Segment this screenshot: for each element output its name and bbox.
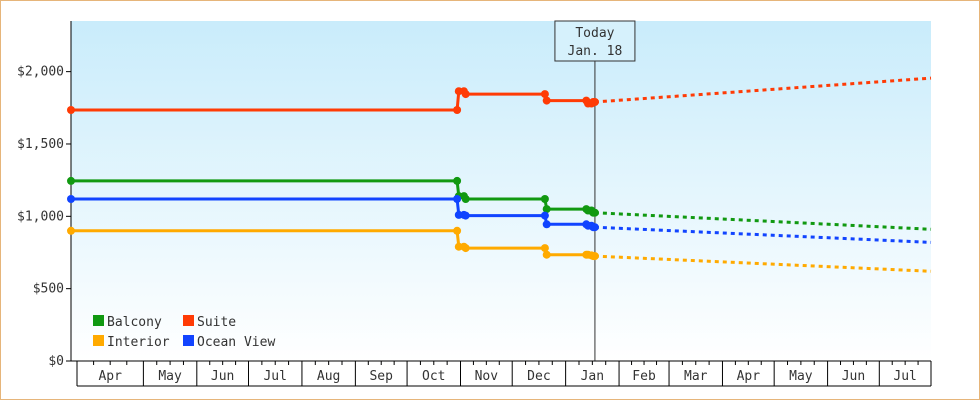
y-tick-label: $500 xyxy=(33,282,64,297)
data-point[interactable] xyxy=(461,90,470,99)
legend-swatch xyxy=(183,335,194,346)
legend-swatch xyxy=(183,315,194,326)
data-point[interactable] xyxy=(542,220,551,229)
x-month-label: Jun xyxy=(842,369,865,384)
legend-swatch xyxy=(93,315,104,326)
forecast-line-suite xyxy=(594,76,932,104)
data-point[interactable] xyxy=(453,176,462,185)
series-ocean-view xyxy=(67,195,932,244)
series-layer xyxy=(67,76,932,273)
legend-swatch xyxy=(93,335,104,346)
y-tick-label: $2,000 xyxy=(17,65,64,80)
today-date-label: Jan. 18 xyxy=(568,44,623,59)
forecast-line-balcony xyxy=(594,211,932,231)
data-point[interactable] xyxy=(590,98,599,106)
data-point[interactable] xyxy=(67,226,75,235)
x-month-label: May xyxy=(789,369,813,384)
data-point[interactable] xyxy=(540,211,549,220)
axes: $0 $500 $1,000 $1,500 $2,000 Apr May Jun Jul Aug S… xyxy=(17,21,932,387)
data-point[interactable] xyxy=(67,106,75,114)
data-point[interactable] xyxy=(67,176,75,185)
legend: Balcony Suite Interior Ocean View xyxy=(93,315,275,350)
x-month-label: May xyxy=(158,369,182,384)
series-interior xyxy=(67,226,932,273)
data-point[interactable] xyxy=(542,96,551,105)
data-point[interactable] xyxy=(461,244,470,253)
today-label: Today xyxy=(575,26,614,41)
data-point[interactable] xyxy=(461,211,470,220)
y-tick-label: $1,500 xyxy=(17,137,64,152)
forecast-line-interior xyxy=(594,254,932,273)
data-point[interactable] xyxy=(542,250,551,259)
legend-label: Suite xyxy=(197,315,236,330)
x-month-label: Apr xyxy=(98,369,122,384)
x-month-label: Mar xyxy=(684,369,708,384)
x-month-label: Jun xyxy=(211,369,234,384)
data-point[interactable] xyxy=(590,252,599,261)
x-month-label: Dec xyxy=(527,369,550,384)
today-box xyxy=(554,20,636,62)
x-month-label: Feb xyxy=(632,369,656,384)
series-balcony xyxy=(67,176,932,231)
series-suite xyxy=(67,76,932,114)
x-month-label: Jul xyxy=(893,369,916,384)
data-point[interactable] xyxy=(540,195,549,203)
data-point[interactable] xyxy=(461,195,470,203)
data-point[interactable] xyxy=(540,90,549,99)
forecast-line-ocean-view xyxy=(594,225,932,244)
legend-label: Interior xyxy=(107,335,170,350)
data-point[interactable] xyxy=(453,195,462,203)
x-month-label: Jan xyxy=(581,369,604,384)
x-month-label: Apr xyxy=(737,369,761,384)
data-point[interactable] xyxy=(590,208,599,217)
y-tick-label: $0 xyxy=(48,354,64,369)
x-month-label: Oct xyxy=(422,369,445,384)
legend-label: Ocean View xyxy=(197,335,275,350)
x-month-label: Nov xyxy=(475,369,499,384)
x-month-label: Jul xyxy=(263,369,286,384)
data-point[interactable] xyxy=(453,226,462,235)
data-point[interactable] xyxy=(542,205,551,214)
data-point[interactable] xyxy=(540,244,549,253)
x-month-label: Aug xyxy=(317,369,340,384)
x-month-label: Sep xyxy=(369,369,393,384)
legend-label: Balcony xyxy=(107,315,162,330)
data-point[interactable] xyxy=(67,195,75,203)
plot-background xyxy=(71,21,931,361)
data-point[interactable] xyxy=(590,223,599,232)
data-point[interactable] xyxy=(453,106,462,114)
y-tick-label: $1,000 xyxy=(17,209,64,224)
